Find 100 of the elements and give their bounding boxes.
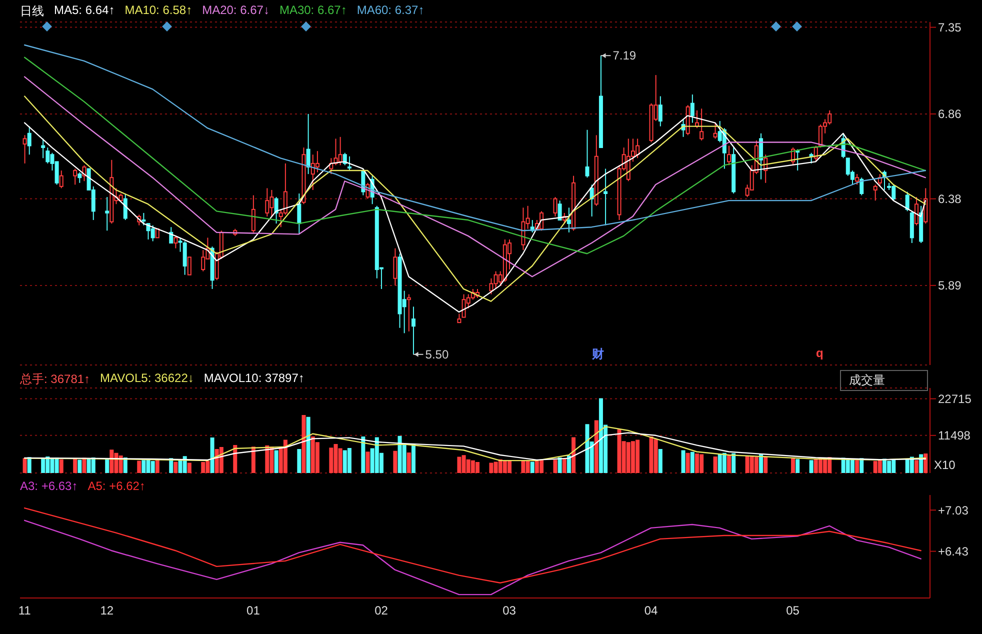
annotation: q xyxy=(816,346,824,360)
annotation: 5.50 xyxy=(425,347,449,362)
bar xyxy=(562,458,566,473)
line-series xyxy=(24,426,926,462)
y-tick-label: 5.89 xyxy=(938,278,962,293)
text: A3: +6.63↑ xyxy=(20,479,78,493)
bar xyxy=(78,460,82,473)
candlestick xyxy=(690,94,694,124)
bar xyxy=(572,437,576,473)
bar xyxy=(727,454,732,473)
bar xyxy=(878,460,882,473)
bar xyxy=(22,458,27,473)
candlestick xyxy=(914,196,918,226)
line-series xyxy=(24,520,922,596)
candlestick xyxy=(558,200,562,221)
line-series xyxy=(24,44,926,232)
candlestick xyxy=(855,174,860,186)
bar xyxy=(27,457,32,473)
line-series xyxy=(24,432,926,461)
bar xyxy=(393,450,398,473)
candlestick xyxy=(759,132,764,180)
bar xyxy=(59,459,64,473)
candlestick xyxy=(585,129,590,178)
x-tick-label: 11 xyxy=(18,604,32,618)
chart-title: 日线 xyxy=(20,3,44,20)
candlestick xyxy=(713,122,718,140)
annotation: 7.19 xyxy=(612,48,636,63)
bar xyxy=(283,440,288,473)
candlestick xyxy=(566,207,571,233)
text: MAVOL5: 36622↓ xyxy=(100,371,194,387)
candlestick xyxy=(315,150,320,173)
bar xyxy=(594,420,598,473)
bar xyxy=(366,452,370,473)
candlestick xyxy=(860,177,864,196)
candlestick xyxy=(873,184,878,202)
y-tick-label: 22715 xyxy=(938,392,972,406)
bar xyxy=(553,460,558,473)
y-axis-title: X10 xyxy=(934,458,956,472)
bar xyxy=(732,453,736,473)
bar xyxy=(681,450,686,473)
candlestick xyxy=(700,108,704,141)
candlestick xyxy=(46,147,50,164)
candlestick xyxy=(187,256,192,276)
candlestick xyxy=(178,237,182,252)
candlestick xyxy=(727,145,732,166)
y-tick-label: +7.03 xyxy=(938,503,969,518)
bar xyxy=(233,445,238,473)
bar xyxy=(329,448,334,473)
bar xyxy=(73,458,78,473)
y-tick-label: 11498 xyxy=(938,428,971,443)
bar xyxy=(251,446,256,473)
candlestick xyxy=(393,248,398,286)
bar xyxy=(150,461,155,473)
bar xyxy=(654,439,658,473)
candlestick xyxy=(604,168,608,226)
bar xyxy=(690,452,694,473)
candlestick xyxy=(297,193,302,235)
line-series xyxy=(24,507,922,584)
bar xyxy=(201,462,206,473)
candlestick xyxy=(265,188,270,217)
bar xyxy=(265,445,270,473)
bar xyxy=(796,459,800,473)
bar xyxy=(302,414,306,473)
candlestick xyxy=(182,240,187,276)
x-tick-label: 12 xyxy=(100,604,114,618)
text: 总手: 36781↑ xyxy=(20,371,90,388)
annotation: 财 xyxy=(592,346,604,363)
bar xyxy=(110,450,114,473)
bar xyxy=(754,456,758,473)
candlestick xyxy=(406,294,411,332)
bar xyxy=(210,438,214,473)
bar xyxy=(306,416,310,473)
y-tick-label: +6.43 xyxy=(938,544,969,559)
x-tick-label: 04 xyxy=(644,604,658,618)
text: MA20: 6.67↓ xyxy=(202,3,270,19)
text: MA10: 6.58↑ xyxy=(124,3,192,19)
candlestick xyxy=(59,170,64,189)
bar xyxy=(924,454,928,473)
bar xyxy=(187,462,192,473)
candlestick xyxy=(553,196,558,217)
bar xyxy=(791,458,796,473)
bar xyxy=(105,458,110,473)
bar xyxy=(914,460,918,473)
candlestick xyxy=(27,126,32,156)
line-series xyxy=(24,76,926,278)
bar xyxy=(155,460,160,473)
bar xyxy=(764,456,768,473)
x-tick-label: 03 xyxy=(502,604,516,618)
candlestick xyxy=(41,138,46,159)
candlestick xyxy=(201,250,206,272)
bar xyxy=(406,452,411,473)
bar xyxy=(411,444,416,473)
bar xyxy=(759,454,764,473)
text: A5: +6.62↑ xyxy=(88,479,146,493)
candlestick xyxy=(411,306,416,355)
x-tick-label: 02 xyxy=(374,604,388,618)
candlestick xyxy=(283,162,288,216)
bar xyxy=(850,458,854,473)
candlestick xyxy=(105,196,110,232)
candlestick xyxy=(306,113,310,175)
